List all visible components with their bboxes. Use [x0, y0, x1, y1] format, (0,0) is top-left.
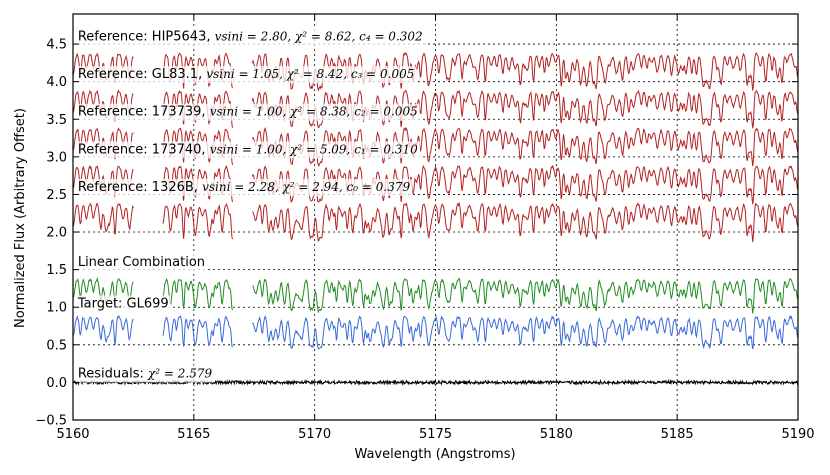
- x-tick-label: 5180: [540, 427, 573, 442]
- x-tick-label: 5190: [781, 427, 814, 442]
- annotation-stats: vsini = 2.28, χ² = 2.94, c₀ = 0.379: [202, 180, 410, 194]
- annotation-background: [75, 178, 413, 196]
- annotation-label: Residuals:: [78, 366, 148, 381]
- annotations: Reference: HIP5643, vsini = 2.80, χ² = 8…: [74, 28, 425, 383]
- y-tick-label: 3.0: [46, 150, 67, 165]
- annotation-label: Linear Combination: [78, 255, 205, 270]
- annotation-background: [75, 28, 425, 46]
- y-tick-label: −0.5: [35, 414, 67, 429]
- series-annotation: Reference: GL83.1, vsini = 1.05, χ² = 8.…: [75, 66, 417, 84]
- annotation-text: Residuals: χ² = 2.579: [78, 366, 213, 381]
- series-annotation: Residuals: χ² = 2.579: [75, 365, 215, 383]
- series-line: [72, 378, 799, 386]
- y-tick-label: 4.0: [46, 75, 67, 90]
- annotation-stats: vsini = 2.80, χ² = 8.62, c₄ = 0.302: [215, 30, 423, 44]
- x-axis-label: Wavelength (Angstroms): [354, 447, 515, 462]
- x-tick-label: 5170: [298, 427, 331, 442]
- annotation-text: Reference: 173740, vsini = 1.00, χ² = 5.…: [78, 142, 418, 157]
- x-tick-label: 5185: [661, 427, 694, 442]
- x-tick-label: 5175: [419, 427, 452, 442]
- x-tick-label: 5165: [177, 427, 210, 442]
- annotation-background: [75, 103, 420, 121]
- y-tick-label: 0.5: [46, 338, 67, 353]
- annotation-label: Target: GL699: [77, 296, 169, 311]
- series-annotation: Reference: 1326B, vsini = 2.28, χ² = 2.9…: [75, 178, 413, 196]
- annotation-background: [74, 295, 171, 313]
- series-annotation: Reference: 173740, vsini = 1.00, χ² = 5.…: [75, 141, 421, 159]
- annotation-stats: vsini = 1.05, χ² = 8.42, c₃ = 0.005: [206, 67, 414, 81]
- x-tick-label: 5160: [56, 427, 89, 442]
- annotation-background: [75, 66, 417, 84]
- axes: 5160 5165 5170 5175 5180 5185 5190 −0.5 0.0 0.5 1.…: [35, 13, 815, 442]
- series-annotation: Reference: HIP5643, vsini = 2.80, χ² = 8…: [75, 28, 425, 46]
- annotation-text: Reference: 1326B, vsini = 2.28, χ² = 2.9…: [78, 180, 411, 195]
- annotation-text: Reference: HIP5643, vsini = 2.80, χ² = 8…: [78, 30, 423, 45]
- annotation-label: Reference: GL83.1,: [78, 67, 207, 82]
- annotation-text: Target: GL699: [77, 296, 169, 311]
- series-line: [72, 314, 799, 350]
- annotation-text: Reference: GL83.1, vsini = 1.05, χ² = 8.…: [78, 67, 415, 82]
- y-tick-label: 2.0: [46, 226, 67, 241]
- annotation-label: Reference: HIP5643,: [78, 30, 215, 45]
- y-axis-label: Normalized Flux (Arbitrary Offset): [13, 108, 28, 328]
- annotation-stats: vsini = 1.00, χ² = 8.38, c₂ = 0.005: [210, 105, 418, 119]
- y-tick-label: 1.5: [46, 263, 67, 278]
- annotation-background: [75, 141, 421, 159]
- annotation-stats: χ² = 2.579: [147, 366, 212, 380]
- annotation-text: Reference: 173739, vsini = 1.00, χ² = 8.…: [78, 105, 418, 120]
- series-annotation: Linear Combination: [75, 254, 208, 272]
- series-line: [72, 276, 799, 314]
- y-tick-label: 3.5: [46, 113, 67, 128]
- series-annotation: Reference: 173739, vsini = 1.00, χ² = 8.…: [75, 103, 420, 121]
- series-line: [72, 201, 799, 243]
- y-tick-label: 2.5: [46, 188, 67, 203]
- annotation-text: Linear Combination: [78, 255, 205, 270]
- annotation-background: [75, 254, 208, 272]
- y-tick-label: 1.0: [46, 301, 67, 316]
- annotation-background: [75, 365, 215, 383]
- annotation-stats: vsini = 1.00, χ² = 5.09, c₁ = 0.310: [210, 142, 418, 156]
- series-annotation: Target: GL699: [74, 295, 171, 313]
- annotation-label: Reference: 173739,: [78, 105, 210, 120]
- annotation-label: Reference: 1326B,: [78, 180, 202, 195]
- y-tick-label: 4.5: [46, 38, 67, 53]
- annotation-label: Reference: 173740,: [78, 142, 210, 157]
- y-tick-label: 0.0: [46, 376, 67, 391]
